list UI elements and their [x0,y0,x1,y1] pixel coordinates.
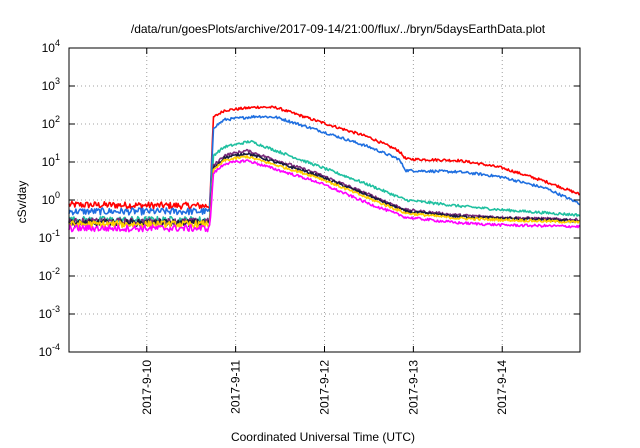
y-tick-label: 102 [42,114,60,131]
x-tick-labels: 2017-9-10 2017-9-11 2017-9-12 2017-9-13 2017… [140,360,509,415]
series-line-3 [68,139,581,225]
y-tick-label: 10-4 [39,342,60,359]
chart-title: /data/run/goesPlots/archive/2017-09-14/2… [131,22,546,36]
y-tick-label: 101 [42,152,60,169]
x-tick-label: 2017-9-10 [140,360,154,415]
y-tick-label: 10-3 [39,304,60,321]
y-tick-label: 10-2 [39,266,60,283]
y-tick-label: 100 [42,190,60,207]
x-tick-label: 2017-9-11 [229,360,243,414]
y-axis-label: cSv/day [15,181,29,224]
x-tick-label: 2017-9-13 [406,360,420,415]
series-line-1 [68,105,581,210]
series-line-2 [68,114,581,216]
series-line-7 [68,159,581,233]
y-tick-label: 103 [42,76,60,93]
series-line-6 [68,154,581,229]
y-tick-label: 104 [42,38,60,55]
x-axis-label: Coordinated Universal Time (UTC) [231,430,415,444]
x-tick-label: 2017-9-14 [495,360,509,415]
series-lines [68,105,581,233]
x-tick-label: 2017-9-12 [318,360,332,415]
grid-lines [69,48,580,352]
plot-border [68,47,581,353]
y-tick-labels: 10-4 10-3 10-2 10-1 100 101 102 103 104 [39,38,60,359]
plot-frame [68,47,581,353]
y-tick-label: 10-1 [39,228,60,245]
series-line-5 [68,152,581,228]
